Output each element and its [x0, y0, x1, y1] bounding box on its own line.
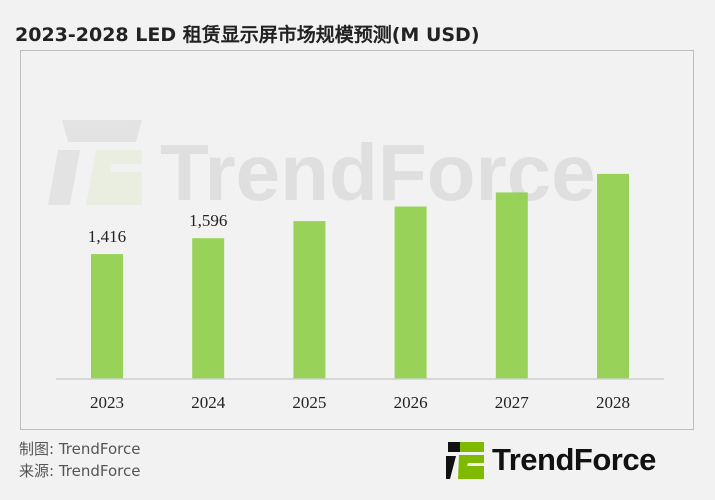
bar-2028 [597, 173, 629, 379]
bar-2027 [495, 192, 528, 379]
watermark-logo-accent [86, 150, 142, 205]
data-label: 1,416 [88, 227, 126, 246]
logo-text: TrendForce [492, 442, 656, 477]
chart-frame [20, 50, 694, 430]
x-tick-label: 2025 [292, 393, 326, 412]
bar-2023 [91, 254, 123, 379]
x-tick-label: 2027 [495, 393, 530, 412]
x-tick-label: 2026 [394, 393, 428, 412]
bar-2026 [394, 206, 427, 379]
footer-made-by: 制图: TrendForce [19, 440, 141, 458]
trendforce-logo-icon [446, 442, 484, 479]
chart-title: 2023-2028 LED 租赁显示屏市场规模预测(M USD) [15, 24, 480, 46]
watermark-text: TrendForce [160, 128, 596, 217]
x-tick-label: 2028 [596, 393, 630, 412]
data-label: 1,596 [189, 211, 227, 230]
bar-2024 [192, 238, 225, 379]
footer-source: 来源: TrendForce [19, 462, 141, 480]
trendforce-logo: TrendForce [446, 441, 656, 479]
x-tick-label: 2023 [90, 393, 124, 412]
watermark-logo-icon [48, 120, 142, 205]
x-tick-label: 2024 [191, 393, 226, 412]
bar-2025 [293, 221, 326, 379]
